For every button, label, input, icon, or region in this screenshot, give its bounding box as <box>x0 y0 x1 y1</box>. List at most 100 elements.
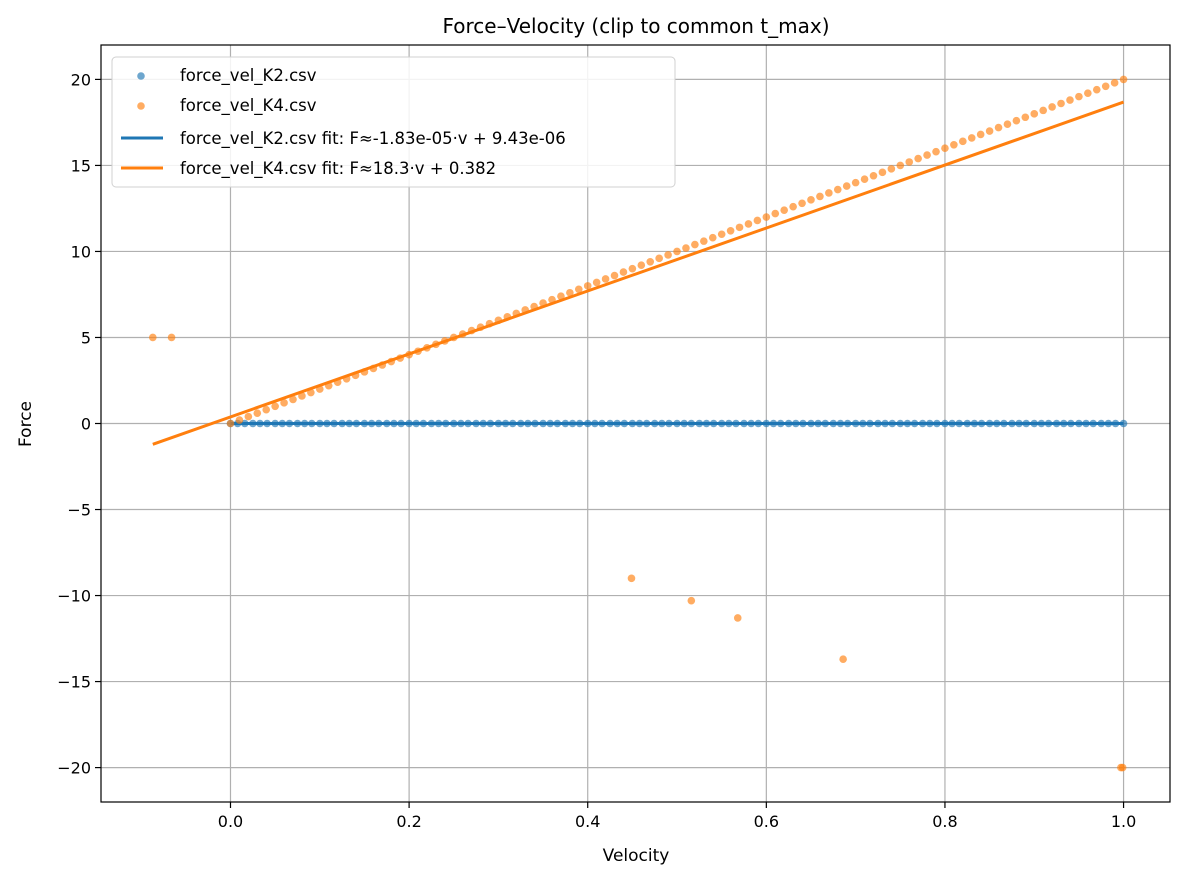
scatter-point <box>903 419 912 428</box>
scatter-point <box>501 419 510 428</box>
scatter-point <box>521 306 530 314</box>
scatter-point <box>687 419 696 428</box>
scatter-point <box>262 405 271 414</box>
scatter-point <box>1119 419 1128 428</box>
scatter-point <box>1089 419 1097 428</box>
scatter-point <box>963 419 972 428</box>
scatter-point <box>807 419 815 428</box>
scatter-point <box>432 340 440 349</box>
scatter-point <box>1039 106 1047 115</box>
scatter-point <box>419 419 428 428</box>
scatter-point <box>948 419 956 428</box>
scatter-point <box>457 419 465 428</box>
scatter-point <box>557 292 565 300</box>
scatter-point <box>637 261 646 270</box>
scatter-point <box>860 175 869 183</box>
scatter-point <box>709 419 718 428</box>
scatter-point <box>814 419 822 428</box>
scatter-point <box>1008 419 1016 428</box>
scatter-point <box>896 161 905 170</box>
scatter-point <box>427 419 436 428</box>
scatter-point <box>1066 96 1074 104</box>
scatter-point <box>628 419 637 428</box>
scatter-point <box>256 419 264 428</box>
scatter-point <box>378 361 387 369</box>
scatter-point <box>397 419 405 428</box>
scatter-point <box>941 144 949 153</box>
scatter-point <box>387 357 396 366</box>
scatter-point <box>530 302 538 311</box>
scatter-point <box>467 326 476 335</box>
scatter-point <box>396 354 404 362</box>
scatter-point <box>646 257 655 266</box>
scatter-point <box>967 134 976 142</box>
y-tick-label: −15 <box>57 673 91 692</box>
scatter-point <box>843 419 852 428</box>
scatter-point <box>985 127 994 135</box>
y-tick-label: −10 <box>57 587 91 606</box>
scatter-point <box>1092 85 1101 94</box>
scatter-point <box>780 206 788 214</box>
scatter-point <box>449 333 458 342</box>
scatter-point <box>619 268 628 276</box>
scatter-point <box>289 395 297 404</box>
plot-data <box>148 75 1128 772</box>
scatter-point <box>896 419 905 428</box>
axis-ticks: 0.0 0.2 0.4 0.6 0.8 1.0 20 15 10 5 0 −5 −10 −15 −20 <box>57 70 1136 831</box>
scatter-point <box>601 275 610 283</box>
scatter-point <box>950 140 958 149</box>
scatter-point <box>776 419 785 428</box>
scatter-point <box>548 295 556 304</box>
scatter-point <box>708 233 717 242</box>
scatter-point <box>620 419 629 428</box>
scatter-point <box>717 230 726 239</box>
scatter-point <box>933 419 941 428</box>
scatter-point <box>367 419 376 428</box>
scatter-point <box>769 419 778 428</box>
scatter-point <box>285 419 294 428</box>
x-axis-title: Velocity <box>603 846 670 866</box>
scatter-point <box>606 419 614 428</box>
scatter-point <box>249 419 257 428</box>
x-tick-label: 0.2 <box>396 812 421 831</box>
scatter-point <box>740 419 748 428</box>
scatter-point <box>726 227 735 235</box>
scatter-point <box>300 419 309 428</box>
scatter-point <box>735 223 744 232</box>
y-tick-label: 15 <box>71 156 91 175</box>
scatter-point <box>479 419 488 428</box>
y-axis-title: Force <box>16 401 36 447</box>
scatter-point <box>263 419 271 428</box>
scatter-point <box>508 419 517 428</box>
y-tick-label: 20 <box>71 70 91 89</box>
scatter-point <box>1052 419 1061 428</box>
scatter-point <box>405 350 413 359</box>
scatter-point <box>583 282 592 290</box>
scatter-point <box>568 419 577 428</box>
scatter-point <box>323 419 331 428</box>
scatter-point <box>628 264 637 273</box>
scatter-point <box>836 419 845 428</box>
scatter-point <box>458 330 467 338</box>
x-tick-label: 0.8 <box>932 812 957 831</box>
scatter-point <box>1022 419 1031 428</box>
scatter-point <box>798 199 806 208</box>
scatter-point <box>888 419 897 428</box>
scatter-point <box>494 316 503 325</box>
scatter-point <box>1030 419 1039 428</box>
scatter-point <box>1015 419 1023 428</box>
scatter-point <box>1110 79 1119 87</box>
scatter-point <box>655 254 663 263</box>
scatter-point <box>869 171 878 180</box>
scatter-point <box>1021 113 1030 122</box>
scatter-point <box>664 251 672 259</box>
scatter-point <box>307 419 316 428</box>
scatter-point <box>732 419 740 428</box>
scatter-point <box>486 419 495 428</box>
scatter-point <box>789 202 797 211</box>
scatter-point <box>887 165 896 173</box>
scatter-point <box>293 419 302 428</box>
scatter-point <box>324 381 333 390</box>
scatter-point <box>374 419 383 428</box>
